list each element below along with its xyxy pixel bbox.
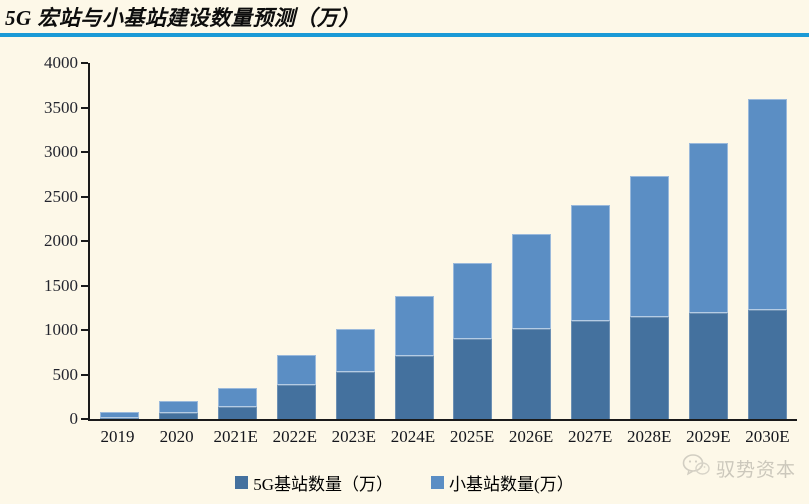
x-axis-labels: 2019 2020 2021E 2022E 2023E 2024E 2025E 2026E 20…	[88, 427, 797, 447]
bar-segment-small-stations	[689, 143, 729, 314]
x-tick-label: 2029E	[686, 427, 731, 446]
bar-segment-5g-stations	[630, 316, 670, 419]
bar-group-2030E	[738, 63, 797, 419]
legend-swatch-5g-stations	[235, 476, 249, 489]
bar-segment-5g-stations	[99, 417, 139, 419]
y-tick-label: 3500	[44, 97, 78, 117]
legend-item-5g-stations: 5G基站数量（万）	[235, 470, 393, 495]
wechat-icon	[682, 454, 710, 483]
bar-segment-small-stations	[630, 176, 670, 317]
y-tick-mark	[81, 329, 88, 331]
legend-label-small-stations: 小基站数量(万）	[449, 475, 574, 494]
legend-item-small-stations: 小基站数量(万）	[431, 470, 574, 495]
y-tick-label: 2000	[44, 231, 78, 250]
x-tick-label: 2021E	[213, 427, 258, 446]
bar-group-2020	[149, 63, 208, 419]
stacked-bar	[453, 263, 493, 419]
stacked-bar	[748, 98, 788, 419]
bar-group-2019	[90, 63, 149, 419]
bar-group-2026E	[502, 63, 561, 419]
x-tick-label: 2025E	[449, 427, 495, 446]
x-tick-label: 2023E	[331, 427, 377, 446]
bar-segment-small-stations	[276, 354, 316, 386]
bar-segment-small-stations	[748, 98, 788, 311]
stacked-bar	[630, 176, 670, 419]
bar-segment-small-stations	[512, 233, 552, 330]
bar-segment-5g-stations	[453, 338, 493, 419]
x-tick-label: 2024E	[390, 427, 436, 446]
bar-group-2024E	[385, 63, 444, 419]
watermark: 驭势资本	[682, 454, 796, 483]
y-tick-label: 0	[69, 409, 79, 428]
stacked-bar	[217, 387, 257, 419]
bar-segment-small-stations	[335, 329, 375, 372]
y-tick-mark	[81, 418, 88, 420]
chart-title: 5G 宏站与小基站建设数量预测（万）	[5, 6, 360, 30]
bar-segment-5g-stations	[512, 329, 552, 419]
bar-group-2022E	[267, 63, 326, 419]
bar-segment-5g-stations	[748, 310, 788, 419]
stacked-bar	[99, 412, 139, 419]
y-tick-mark	[81, 240, 88, 242]
x-tick-label: 2026E	[508, 427, 554, 446]
stacked-bar	[571, 205, 611, 419]
bar-group-2023E	[326, 63, 385, 419]
y-tick-mark	[81, 106, 88, 109]
plot-area	[88, 63, 797, 421]
stacked-bar	[512, 233, 552, 419]
bar-segment-5g-stations	[158, 412, 198, 419]
bar-segment-small-stations	[394, 296, 434, 356]
stacked-bar	[394, 296, 434, 419]
x-tick-label: 2030E	[745, 427, 790, 446]
watermark-label: 驭势资本	[715, 460, 796, 481]
bar-segment-5g-stations	[394, 355, 434, 419]
y-tick-label: 3000	[44, 142, 78, 161]
y-tick-label: 4000	[44, 53, 78, 72]
y-tick-mark	[81, 284, 88, 287]
x-tick-label: 2019	[100, 427, 135, 446]
y-tick-mark	[81, 195, 88, 198]
y-tick-label: 1000	[44, 320, 78, 339]
bar-segment-small-stations	[158, 401, 198, 413]
bar-segment-small-stations	[99, 412, 139, 418]
y-tick-label: 1500	[44, 275, 78, 295]
bar-group-2021E	[208, 63, 267, 419]
y-tick-label: 2500	[44, 186, 78, 206]
stacked-bar	[335, 329, 375, 419]
stacked-bar	[689, 143, 729, 419]
bar-segment-5g-stations	[571, 321, 611, 419]
x-tick-label: 2028E	[627, 427, 672, 446]
y-tick-mark	[81, 151, 88, 153]
bar-segment-small-stations	[217, 387, 257, 408]
bar-segment-5g-stations	[217, 407, 257, 419]
title-divider	[0, 33, 809, 37]
bar-segment-5g-stations	[276, 385, 316, 419]
legend-swatch-small-stations	[431, 476, 445, 489]
bar-group-2025E	[444, 63, 503, 419]
bar-group-2027E	[561, 63, 620, 419]
bars-container	[90, 63, 797, 419]
x-tick-label: 2022E	[272, 427, 317, 446]
bar-segment-5g-stations	[335, 371, 375, 419]
bar-segment-small-stations	[571, 205, 611, 322]
stacked-bar	[276, 354, 316, 419]
y-tick-mark	[81, 373, 88, 376]
stacked-bar	[158, 401, 198, 419]
y-tick-mark	[81, 62, 88, 64]
bar-group-2028E	[620, 63, 679, 419]
bar-segment-small-stations	[453, 263, 493, 339]
legend-label-5g-stations: 5G基站数量（万）	[253, 475, 394, 494]
legend: 5G基站数量（万） 小基站数量(万）	[0, 470, 809, 495]
x-tick-label: 2027E	[567, 427, 613, 446]
x-tick-label: 2020	[159, 427, 194, 446]
bar-group-2029E	[679, 63, 738, 419]
bar-segment-5g-stations	[689, 313, 729, 419]
y-tick-label: 500	[52, 364, 79, 384]
